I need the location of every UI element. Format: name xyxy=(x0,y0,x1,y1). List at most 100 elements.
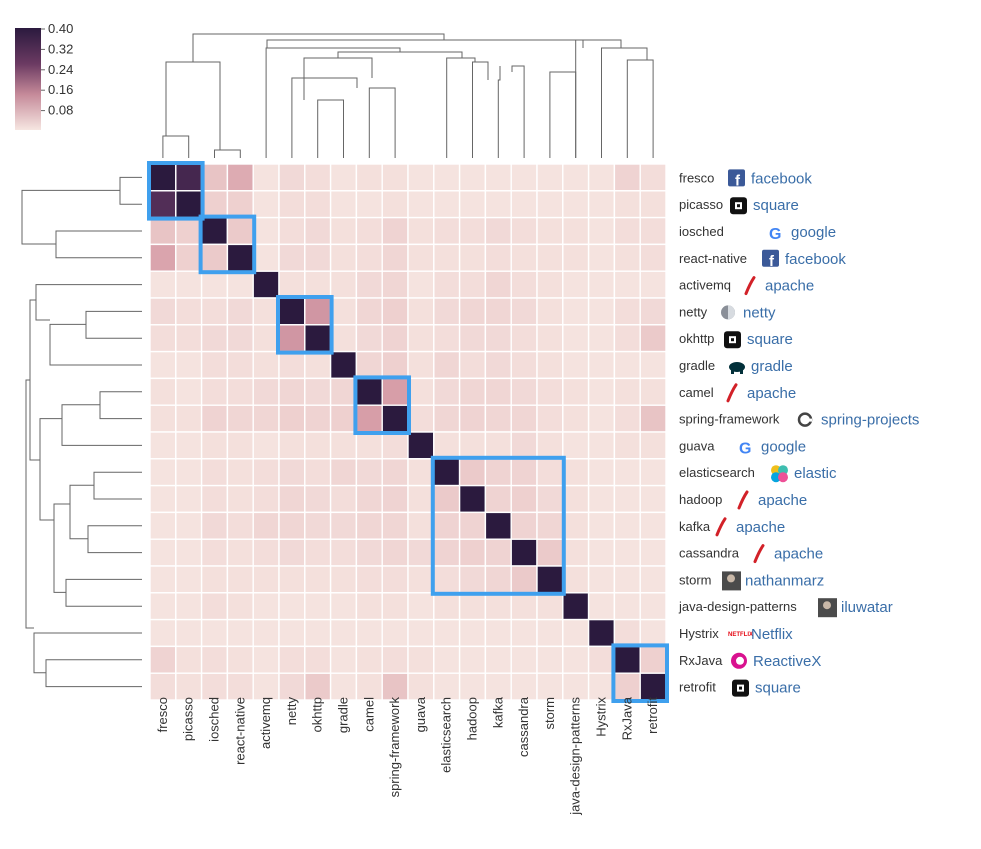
owner-badge[interactable]: square xyxy=(724,331,793,349)
owner-name[interactable]: apache xyxy=(774,546,823,563)
owner-name[interactable]: google xyxy=(761,438,806,455)
heatmap-cell-guava-retrofit xyxy=(639,431,667,460)
heatmap-cell-spring-framework-guava xyxy=(407,404,435,433)
x-tick-label: elasticsearch xyxy=(439,697,454,773)
heatmap-cell-spring-framework-Hystrix xyxy=(587,404,616,433)
owner-name[interactable]: apache xyxy=(736,519,785,536)
heatmap-cell-picasso-hadoop xyxy=(458,190,487,219)
svg-text:f: f xyxy=(769,253,775,270)
heatmap-cell-storm-elasticsearch xyxy=(433,565,461,594)
heatmap-cell-Hystrix-RxJava xyxy=(613,618,641,648)
heatmap-cell-react-native-elasticsearch xyxy=(433,243,461,272)
google-icon: G xyxy=(769,226,781,243)
heatmap-cell-Hystrix-fresco xyxy=(149,618,177,648)
owner-name[interactable]: elastic xyxy=(794,465,837,482)
heatmap-cell-kafka-Hystrix xyxy=(587,511,616,540)
owner-name[interactable]: iluwatar xyxy=(841,599,893,616)
heatmap-cell-picasso-spring-framework xyxy=(381,190,409,219)
heatmap-cell-storm-guava xyxy=(407,565,435,594)
heatmap-cell-cassandra-react-native xyxy=(226,538,254,567)
heatmap-cell-picasso-guava xyxy=(407,190,435,219)
heatmap-cell-okhttp-hadoop xyxy=(458,324,487,353)
owner-badge[interactable]: f facebook xyxy=(762,249,846,270)
heatmap-cell-kafka-RxJava xyxy=(613,511,641,540)
owner-badge[interactable]: square xyxy=(732,679,801,697)
owner-badge[interactable]: f facebook xyxy=(728,169,812,189)
y-tick-label: picasso xyxy=(679,197,723,212)
owner-badge[interactable]: apache xyxy=(726,383,796,403)
owner-badge[interactable]: apache xyxy=(715,517,785,537)
owner-name[interactable]: spring-projects xyxy=(821,412,919,429)
heatmap-cell-java-design-patterns-elasticsearch xyxy=(433,592,461,621)
owner-name[interactable]: facebook xyxy=(785,251,846,268)
heatmap-cell-retrofit-picasso xyxy=(175,672,203,701)
owner-badge[interactable]: apache xyxy=(737,490,807,510)
owner-name[interactable]: Netflix xyxy=(751,626,793,643)
heatmap-cell-activemq-iosched xyxy=(200,270,229,299)
owner-name[interactable]: nathanmarz xyxy=(745,572,824,589)
heatmap-cell-guava-kafka xyxy=(484,431,512,460)
heatmap-cell-netty-activemq xyxy=(252,297,280,326)
heatmap-cell-cassandra-camel xyxy=(355,538,383,567)
heatmap-cell-cassandra-Hystrix xyxy=(587,538,616,567)
heatmap-cell-storm-gradle xyxy=(329,565,358,594)
heatmap-cell-kafka-netty xyxy=(278,511,306,540)
heatmap-cell-iosched-okhttp xyxy=(304,216,332,246)
owner-name[interactable]: square xyxy=(755,680,801,697)
heatmap-cell-cassandra-java-design-patterns xyxy=(562,538,590,567)
owner-badge[interactable]: nathanmarz xyxy=(722,571,824,591)
heatmap-cell-retrofit-cassandra xyxy=(510,672,538,701)
heatmap-cell-activemq-okhttp xyxy=(304,270,332,299)
owner-name[interactable]: ReactiveX xyxy=(753,653,821,670)
owner-name[interactable]: apache xyxy=(747,385,796,402)
heatmap-cell-Hystrix-retrofit xyxy=(639,618,667,648)
owner-name[interactable]: apache xyxy=(765,278,814,295)
owner-badge[interactable]: ReactiveX xyxy=(731,652,821,670)
heatmap-cell-react-native-fresco xyxy=(149,243,177,272)
owner-name[interactable]: apache xyxy=(758,492,807,509)
heatmap-cell-camel-guava xyxy=(407,377,435,406)
heatmap-cell-iosched-camel xyxy=(355,216,383,246)
owner-name[interactable]: square xyxy=(753,197,799,214)
heatmap-cell-cassandra-activemq xyxy=(252,538,280,567)
heatmap-cell-retrofit-okhttp xyxy=(304,672,332,701)
heatmap-cell-gradle-cassandra xyxy=(510,350,538,380)
heatmap-cell-gradle-RxJava xyxy=(613,350,641,380)
heatmap-cell-fresco-gradle xyxy=(329,163,358,192)
heatmap-cell-okhttp-react-native xyxy=(226,324,254,353)
owner-name[interactable]: square xyxy=(747,331,793,348)
heatmap-cell-fresco-react-native xyxy=(226,163,254,192)
owner-badge[interactable]: iluwatar xyxy=(818,598,893,618)
heatmap-cell-gradle-react-native xyxy=(226,350,254,380)
owner-name[interactable]: google xyxy=(791,224,836,241)
heatmap-cell-iosched-fresco xyxy=(149,216,177,246)
heatmap-cell-okhttp-fresco xyxy=(149,324,177,353)
x-tick-label: retrofit xyxy=(645,697,660,734)
owner-badge[interactable]: elastic xyxy=(771,465,837,483)
colorbar-gradient xyxy=(15,28,41,130)
owner-badge[interactable]: apache xyxy=(744,276,814,296)
heatmap-cell-Hystrix-kafka xyxy=(484,618,512,648)
owner-badge[interactable]: apache xyxy=(753,544,823,564)
colorbar-tick-label: 0.32 xyxy=(48,41,73,56)
heatmap-cell-camel-Hystrix xyxy=(587,377,616,406)
heatmap-cell-RxJava-RxJava xyxy=(613,645,641,674)
owner-name[interactable]: netty xyxy=(743,304,776,321)
x-tick-label: kafka xyxy=(490,696,505,728)
owner-badge[interactable]: square xyxy=(730,197,799,215)
heatmap-cell-kafka-elasticsearch xyxy=(433,511,461,540)
heatmap-cell-fresco-netty xyxy=(278,163,306,192)
heatmap-cell-guava-camel xyxy=(355,431,383,460)
heatmap-cell-iosched-netty xyxy=(278,216,306,246)
owner-badge[interactable]: gradle xyxy=(729,358,793,375)
owner-badge[interactable]: spring-projects xyxy=(797,412,919,429)
owner-name[interactable]: facebook xyxy=(751,170,812,187)
heatmap-cell-RxJava-picasso xyxy=(175,645,203,674)
heatmap-cell-picasso-retrofit xyxy=(639,190,667,219)
owner-badge[interactable]: netty xyxy=(721,304,776,321)
heatmap-cell-hadoop-activemq xyxy=(252,484,280,514)
owner-name[interactable]: gradle xyxy=(751,358,793,375)
